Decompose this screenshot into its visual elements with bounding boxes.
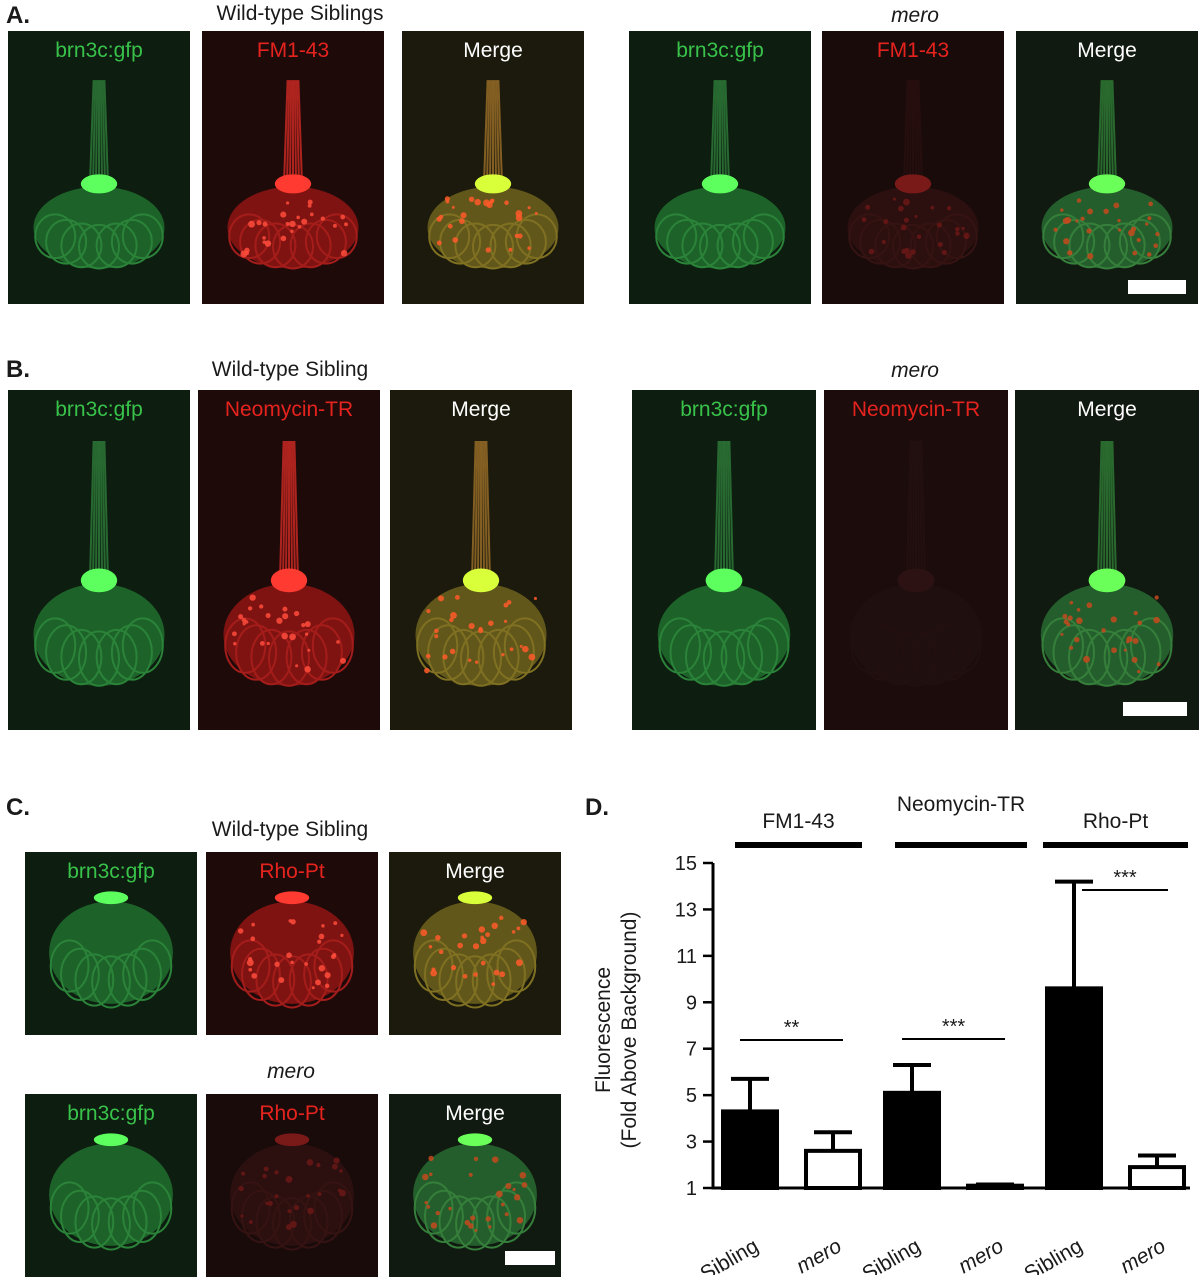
micrograph-art [206, 852, 378, 1035]
bar [966, 1183, 1024, 1190]
significance-stars: *** [942, 1016, 966, 1038]
micrograph-art [25, 852, 197, 1035]
panel-c-top-title: Wild-type Sibling [211, 818, 369, 841]
micrograph-b-wt-neomycin: Neomycin-TR [198, 390, 380, 730]
micrograph-art [629, 31, 811, 304]
bar [721, 1109, 779, 1190]
micrograph-art [824, 390, 1008, 730]
micro-label: Rho-Pt [259, 860, 325, 883]
y-axis-label: Fluorescence [592, 967, 615, 1093]
group-title: Neomycin-TR [897, 793, 1025, 816]
y-tick-label: 3 [686, 1132, 697, 1154]
micrograph-art [198, 390, 380, 730]
panel-a-left-title: Wild-type Siblings [216, 2, 384, 25]
panel-a-right-title: mero [891, 4, 939, 27]
micrograph-a-mero-merge: Merge [1016, 31, 1198, 304]
micrograph-art [206, 1094, 378, 1277]
y-tick-label: 7 [686, 1039, 697, 1061]
micro-label: Merge [1077, 39, 1137, 62]
micrograph-a-wt-fm143: FM1-43 [202, 31, 384, 304]
micro-label: FM1-43 [256, 39, 330, 62]
y-tick-label: 1 [686, 1178, 697, 1200]
panel-c-letter: C. [6, 794, 30, 821]
micrograph-art [632, 390, 816, 730]
micrograph-b-wt-gfp: brn3c:gfp [8, 390, 190, 730]
micro-label: Merge [445, 1102, 505, 1125]
x-category-label: Sibling [1020, 1234, 1086, 1275]
micrograph-art [1016, 31, 1198, 304]
group-title: FM1-43 [762, 810, 834, 833]
micrograph-b-mero-merge: Merge [1015, 390, 1199, 730]
micro-label: Merge [1077, 398, 1137, 421]
panel-a-letter: A. [6, 2, 30, 29]
scale-bar [1128, 280, 1186, 294]
significance-stars: *** [1113, 867, 1137, 889]
y-tick-label: 13 [675, 899, 697, 921]
y-tick-label: 5 [686, 1085, 697, 1107]
micro-label: Merge [451, 398, 511, 421]
micrograph-b-mero-gfp: brn3c:gfp [632, 390, 816, 730]
micrograph-a-wt-merge: Merge [402, 31, 584, 304]
micrograph-art [402, 31, 584, 304]
micrograph-c-mero-merge: Merge [389, 1094, 561, 1277]
micrograph-a-wt-gfp: brn3c:gfp [8, 31, 190, 304]
micro-label: brn3c:gfp [55, 398, 143, 421]
micro-label: Neomycin-TR [224, 398, 354, 421]
micrograph-art [25, 1094, 197, 1277]
panel-c-bottom-title: mero [267, 1060, 315, 1083]
panel-d-letter: D. [585, 794, 609, 821]
micro-label: brn3c:gfp [67, 860, 155, 883]
micrograph-c-mero-rhopt: Rho-Pt [206, 1094, 378, 1277]
micro-label: FM1-43 [876, 39, 950, 62]
micrograph-c-wt-merge: Merge [389, 852, 561, 1035]
micro-label: brn3c:gfp [676, 39, 764, 62]
x-category-label: Sibling [696, 1234, 762, 1275]
panel-b-letter: B. [6, 356, 30, 383]
significance-stars: ** [784, 1017, 800, 1039]
micrograph-c-wt-rhopt: Rho-Pt [206, 852, 378, 1035]
y-tick-label: 15 [675, 853, 697, 875]
micro-label: Rho-Pt [259, 1102, 325, 1125]
bar [1045, 986, 1103, 1190]
micrograph-art [389, 1094, 561, 1277]
micro-label: brn3c:gfp [67, 1102, 155, 1125]
micrograph-c-mero-gfp: brn3c:gfp [25, 1094, 197, 1277]
micrograph-b-wt-merge: Merge [390, 390, 572, 730]
bar [804, 1148, 862, 1191]
micrograph-art [390, 390, 572, 730]
micro-label: Merge [445, 860, 505, 883]
scale-bar [505, 1251, 555, 1265]
micrograph-art [8, 390, 190, 730]
micro-label: brn3c:gfp [55, 39, 143, 62]
y-tick-label: 11 [676, 946, 697, 968]
micrograph-art [1015, 390, 1199, 730]
scale-bar [1123, 702, 1187, 716]
micrograph-a-mero-fm143: FM1-43 [822, 31, 1004, 304]
x-category-label: mero [955, 1234, 1008, 1275]
x-category-label: mero [793, 1234, 846, 1275]
panel-b-right-title: mero [891, 359, 939, 382]
micrograph-a-mero-gfp: brn3c:gfp [629, 31, 811, 304]
y-axis-label-secondary: (Fold Above Background) [618, 912, 641, 1149]
micrograph-art [202, 31, 384, 304]
micro-label: Merge [463, 39, 523, 62]
bar [1128, 1165, 1186, 1191]
x-category-label: mero [1117, 1234, 1170, 1275]
group-title: Rho-Pt [1083, 810, 1149, 833]
micrograph-c-wt-gfp: brn3c:gfp [25, 852, 197, 1035]
micro-label: Neomycin-TR [851, 398, 981, 421]
micrograph-art [389, 852, 561, 1035]
panel-b-left-title: Wild-type Sibling [211, 358, 369, 381]
micrograph-art [8, 31, 190, 304]
x-category-label: Sibling [858, 1234, 924, 1275]
micro-label: brn3c:gfp [680, 398, 768, 421]
micrograph-b-mero-neomycin: Neomycin-TR [824, 390, 1008, 730]
bar [883, 1090, 941, 1191]
y-tick-label: 9 [686, 992, 697, 1014]
micrograph-art [822, 31, 1004, 304]
